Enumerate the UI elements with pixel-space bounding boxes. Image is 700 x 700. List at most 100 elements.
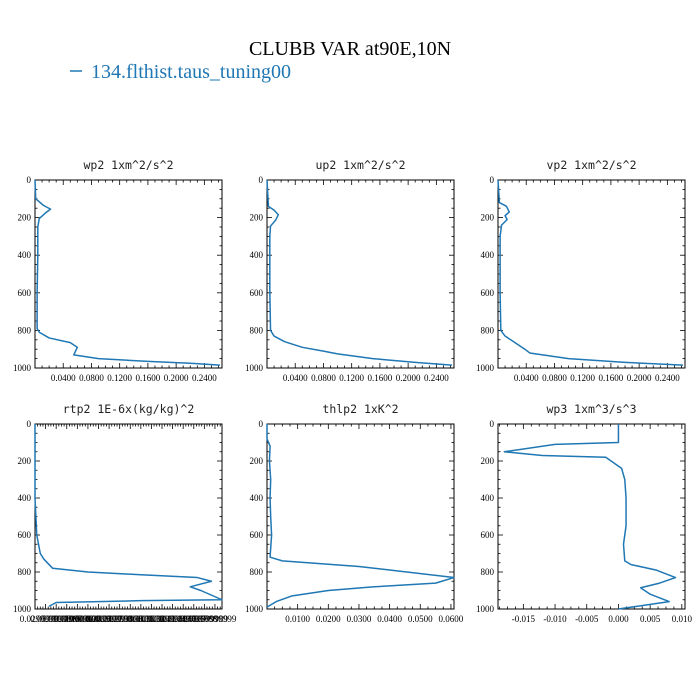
x-tick-label: -0.005 bbox=[575, 614, 599, 624]
panel-title: up2 1xm^2/s^2 bbox=[315, 158, 405, 172]
y-tick-label: 400 bbox=[18, 493, 32, 503]
y-tick-label: 600 bbox=[250, 530, 264, 540]
panel-title: vp2 1xm^2/s^2 bbox=[546, 158, 636, 172]
x-tick-label: 0.2400 bbox=[655, 373, 680, 383]
x-tick-label: 0.1600 bbox=[136, 373, 161, 383]
y-tick-label: 1000 bbox=[476, 363, 495, 373]
y-tick-label: 400 bbox=[18, 250, 32, 260]
y-tick-label: 0 bbox=[490, 175, 495, 185]
x-tick-label: 0.0800 bbox=[542, 373, 567, 383]
panel-3: vp2 1xm^2/s^2 0 200 400 600 800 1000 0.0400 0.08… bbox=[476, 158, 686, 383]
x-tick-label: 0.0599999987 bbox=[30, 614, 82, 624]
y-tick-label: 0 bbox=[259, 175, 264, 185]
plot-frame bbox=[34, 423, 223, 610]
y-tick-label: 800 bbox=[250, 567, 264, 577]
x-tick-label: 0.1600 bbox=[599, 373, 624, 383]
x-tick-label: 0.150000006 bbox=[64, 614, 112, 624]
y-tick-label: 400 bbox=[250, 250, 264, 260]
y-tick-label: 800 bbox=[481, 567, 495, 577]
y-tick-label: 1000 bbox=[245, 363, 264, 373]
y-tick-label: 600 bbox=[481, 530, 495, 540]
x-tick-label: 0.2400 bbox=[424, 373, 449, 383]
y-tick-label: 200 bbox=[481, 213, 495, 223]
plot-frame bbox=[266, 423, 455, 610]
x-tick-label: -0.010 bbox=[543, 614, 567, 624]
x-tick-label: 0.270000011 bbox=[107, 614, 154, 624]
legend-label: 134.flthist.taus_tuning00 bbox=[91, 61, 291, 83]
x-tick-label: 0.479999989 bbox=[181, 614, 229, 624]
series-line bbox=[266, 179, 452, 366]
x-tick-label: 0.209999993 bbox=[85, 614, 133, 624]
y-tick-label: 1000 bbox=[13, 604, 32, 614]
panel-5: thlp2 1xK^2 0 200 400 600 800 1000 0.0100 0.0200… bbox=[245, 402, 464, 624]
x-tick-label: 0.239999995 bbox=[96, 614, 144, 624]
y-tick-label: 400 bbox=[250, 493, 264, 503]
y-tick-label: 600 bbox=[481, 288, 495, 298]
x-tick-label: 0.005 bbox=[640, 614, 661, 624]
x-tick-label: 0.330000013 bbox=[128, 614, 176, 624]
panel-title: rtp2 1E-6x(kg/kg)^2 bbox=[63, 402, 195, 416]
x-tick-label: 0.0500 bbox=[408, 614, 433, 624]
x-tick-label: 0.1200 bbox=[107, 373, 132, 383]
series-line bbox=[34, 424, 223, 607]
x-tick-label: 0.360000014 bbox=[138, 614, 186, 624]
panel-title: thlp2 1xK^2 bbox=[322, 402, 398, 416]
y-tick-label: 200 bbox=[18, 456, 32, 466]
x-tick-label: 0.419999987 bbox=[160, 614, 208, 624]
x-tick-label: 0.000 bbox=[608, 614, 629, 624]
series-line bbox=[503, 424, 677, 610]
y-tick-label: 200 bbox=[481, 456, 495, 466]
x-tick-label: 0.2000 bbox=[396, 373, 421, 383]
x-tick-label: 0.50999999 bbox=[194, 614, 237, 624]
x-tick-label: 0.449999988 bbox=[170, 614, 218, 624]
figure-legend: 134.flthist.taus_tuning00 bbox=[70, 61, 291, 83]
panel-title: wp3 1xm^3/s^3 bbox=[546, 402, 636, 416]
y-tick-label: 1000 bbox=[13, 363, 32, 373]
x-tick-label: 0.119999997 bbox=[54, 614, 101, 624]
y-tick-label: 400 bbox=[481, 250, 495, 260]
x-tick-label: 0.389999986 bbox=[149, 614, 197, 624]
x-tick-label: 0.2000 bbox=[627, 373, 652, 383]
x-tick-label: 0.0800 bbox=[79, 373, 104, 383]
x-tick-label: 0.010 bbox=[672, 614, 693, 624]
y-tick-label: 0 bbox=[27, 175, 32, 185]
x-tick-label: 0.1200 bbox=[570, 373, 595, 383]
x-tick-label: 0.0300 bbox=[347, 614, 372, 624]
figure-title: CLUBB VAR at90E,10N bbox=[249, 38, 451, 60]
y-tick-label: 600 bbox=[250, 288, 264, 298]
y-tick-label: 800 bbox=[18, 325, 32, 335]
y-tick-label: 1000 bbox=[245, 604, 264, 614]
panel-1: wp2 1xm^2/s^2 0 200 400 600 800 1000 0.0400 0.08… bbox=[13, 158, 223, 383]
x-tick-label: 0.300000012 bbox=[117, 614, 164, 624]
x-tick-label: 0.0299999993 bbox=[20, 614, 72, 624]
y-tick-label: 0 bbox=[490, 419, 495, 429]
y-tick-label: 400 bbox=[481, 493, 495, 503]
y-tick-label: 1000 bbox=[476, 604, 495, 614]
y-tick-label: 200 bbox=[250, 213, 264, 223]
panel-2: up2 1xm^2/s^2 0 200 400 600 800 1000 0.0400 0.08… bbox=[245, 158, 455, 383]
x-tick-label: 0.0100 bbox=[285, 614, 310, 624]
x-tick-label: 0.2000 bbox=[164, 373, 189, 383]
x-tick-label: -0.015 bbox=[512, 614, 536, 624]
x-tick-label: 0.1600 bbox=[368, 373, 393, 383]
y-tick-label: 0 bbox=[27, 419, 32, 429]
x-tick-label: 0.1200 bbox=[339, 373, 364, 383]
panel-6: wp3 1xm^3/s^3 0 200 400 600 800 1000 -0.015 -0.0… bbox=[476, 402, 692, 624]
y-tick-label: 800 bbox=[250, 325, 264, 335]
plot-frame bbox=[497, 179, 686, 369]
y-tick-label: 200 bbox=[250, 456, 264, 466]
panel-title: wp2 1xm^2/s^2 bbox=[83, 158, 173, 172]
y-tick-label: 0 bbox=[259, 419, 264, 429]
series-line bbox=[266, 424, 455, 608]
x-tick-label: 0.0600 bbox=[439, 614, 464, 624]
y-tick-label: 800 bbox=[18, 567, 32, 577]
panel-4: rtp2 1E-6x(kg/kg)^2 0 200 400 600 800 10000.02… bbox=[13, 402, 237, 624]
x-tick-label: 0.0400 bbox=[51, 373, 76, 383]
y-tick-label: 600 bbox=[18, 288, 32, 298]
y-tick-label: 600 bbox=[18, 530, 32, 540]
x-tick-label: 0.180000007 bbox=[75, 614, 123, 624]
x-tick-label: 0.0200 bbox=[316, 614, 341, 624]
x-tick-label: 0.0400 bbox=[514, 373, 539, 383]
